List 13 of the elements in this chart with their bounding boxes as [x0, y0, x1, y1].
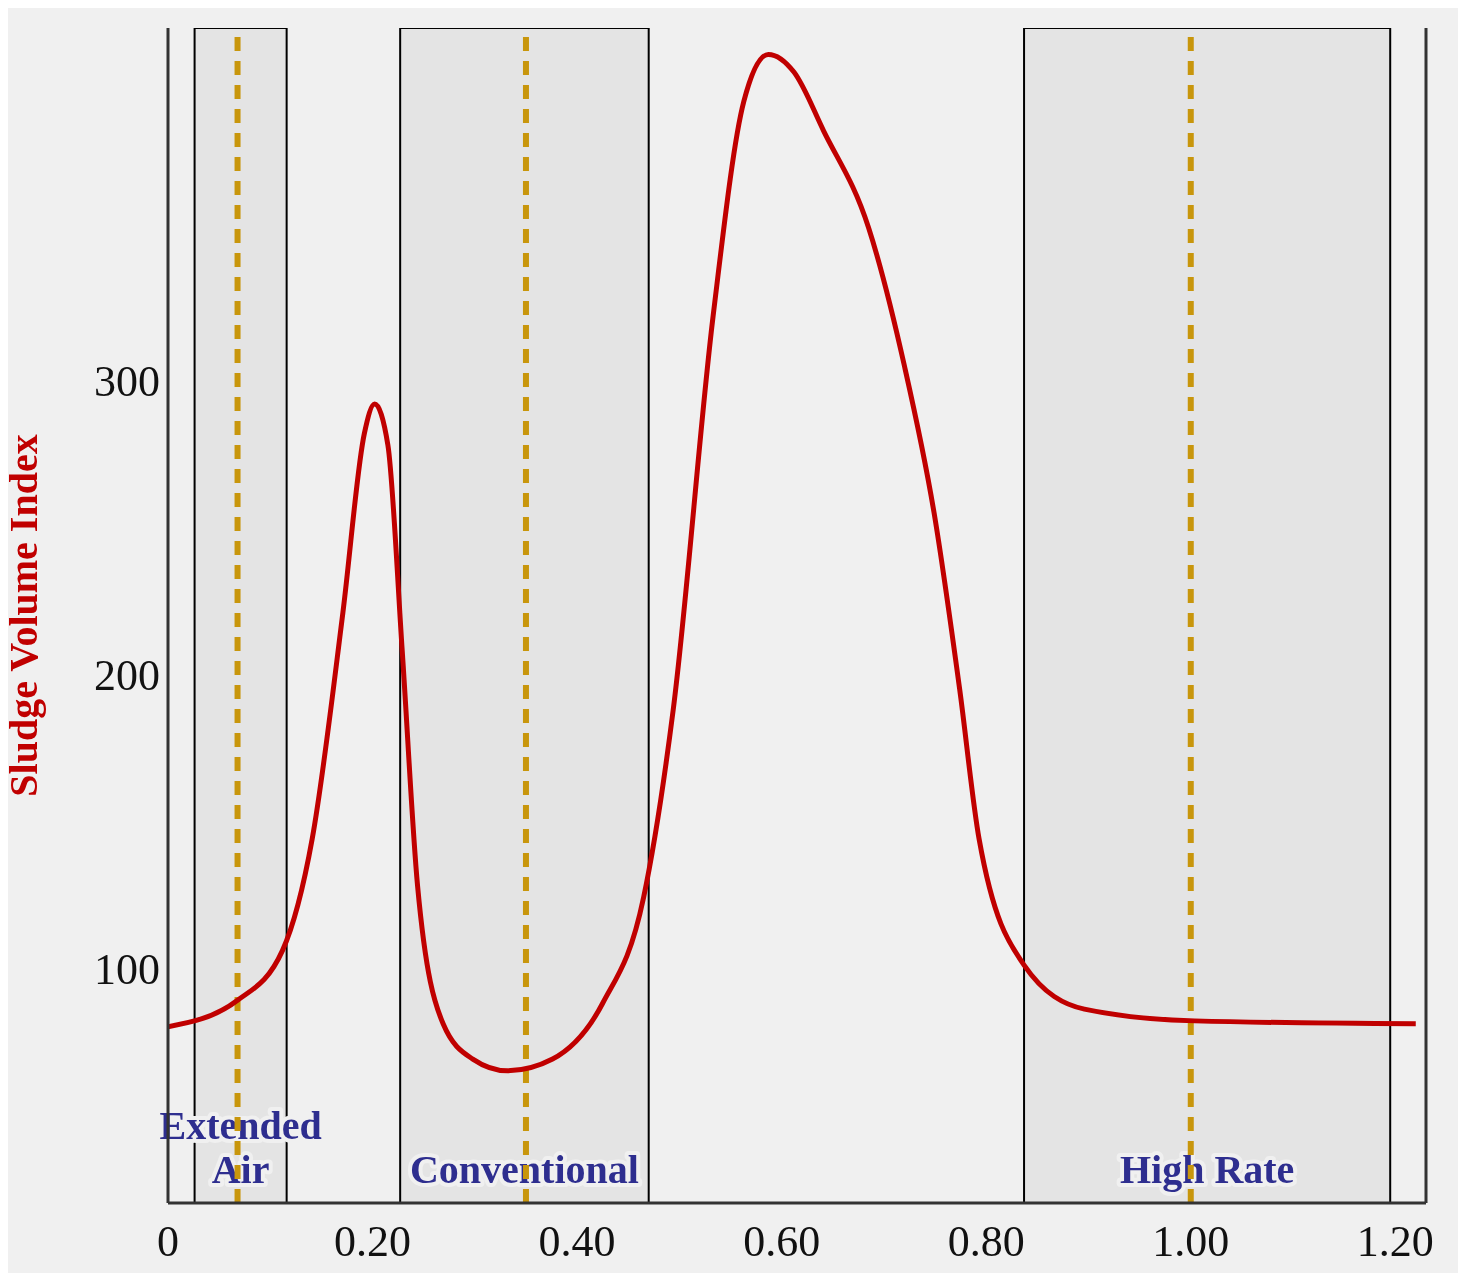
x-tick-label: 0 [157, 1217, 179, 1267]
y-tick-label: 300 [94, 357, 160, 407]
x-tick-label: 0.20 [334, 1217, 412, 1267]
x-tick-label: 0.40 [538, 1217, 616, 1267]
x-tick-label: 0.60 [743, 1217, 821, 1267]
y-axis-title: Sludge Volume Index [1, 434, 47, 797]
band-label: Conventional [409, 1147, 639, 1192]
y-tick-label: 100 [94, 944, 160, 994]
x-tick-label: 0.80 [947, 1217, 1025, 1267]
x-tick-label: 1.20 [1356, 1217, 1434, 1267]
band-label: High Rate [1119, 1147, 1295, 1192]
x-tick-label: 1.00 [1152, 1217, 1230, 1267]
y-tick-label: 200 [94, 650, 160, 700]
